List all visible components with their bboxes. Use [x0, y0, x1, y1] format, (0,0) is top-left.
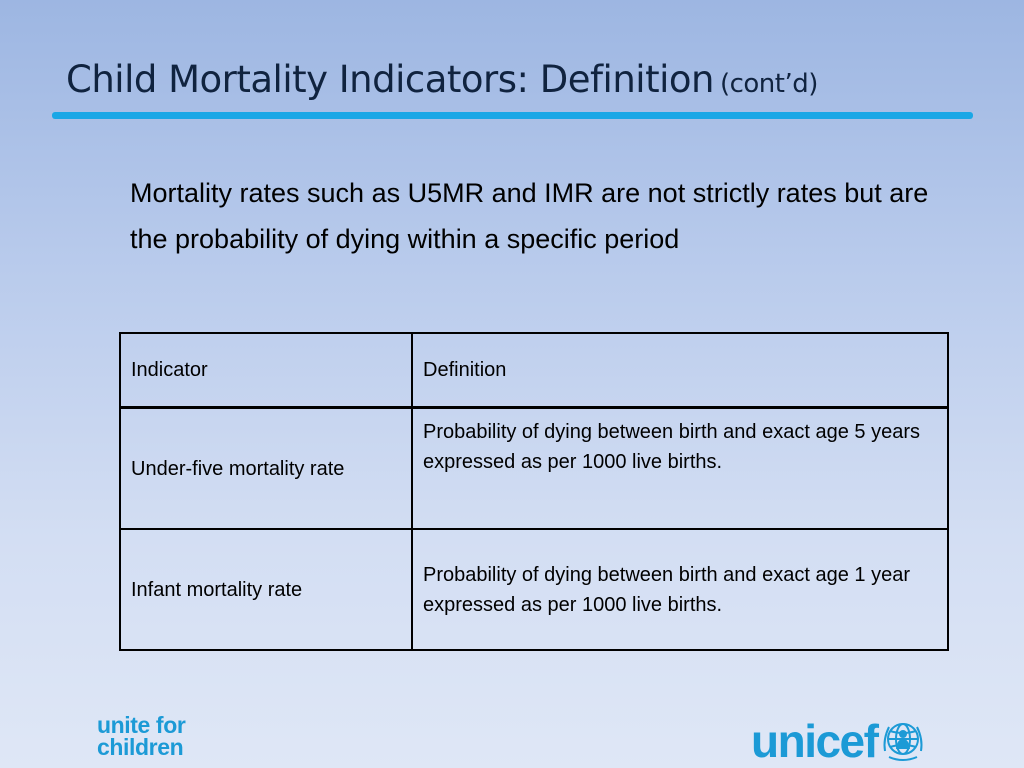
definition-cell: Probability of dying between birth and e… [411, 406, 949, 530]
slide-title-suffix: (cont’d) [719, 69, 818, 99]
slide-title-main: Child Mortality Indicators: Definition [66, 58, 714, 101]
unicef-logo: unicef [751, 714, 927, 768]
indicator-cell: Infant mortality rate [119, 528, 413, 651]
header-definition: Definition [411, 332, 949, 409]
intro-text: Mortality rates such as U5MR and IMR are… [130, 178, 929, 254]
title-underline [52, 112, 973, 119]
unicef-emblem-icon [883, 723, 923, 761]
tagline-line-1: unite for [97, 712, 186, 738]
unicef-wordmark: unicef [751, 715, 879, 767]
slide-title: Child Mortality Indicators: Definition (c… [66, 58, 818, 101]
header-indicator: Indicator [119, 332, 413, 409]
table-header-row: Indicator Definition [119, 332, 949, 409]
tagline-line-2: children [97, 734, 184, 760]
table-row: Under-five mortality rate Probability of… [119, 406, 949, 530]
definitions-table: Indicator Definition Under-five mortalit… [119, 332, 949, 651]
unite-for-children-tagline: unite for children [97, 712, 186, 760]
table-row: Infant mortality rate Probability of dyi… [119, 528, 949, 651]
definition-cell: Probability of dying between birth and e… [411, 528, 949, 651]
indicator-cell: Under-five mortality rate [119, 406, 413, 530]
